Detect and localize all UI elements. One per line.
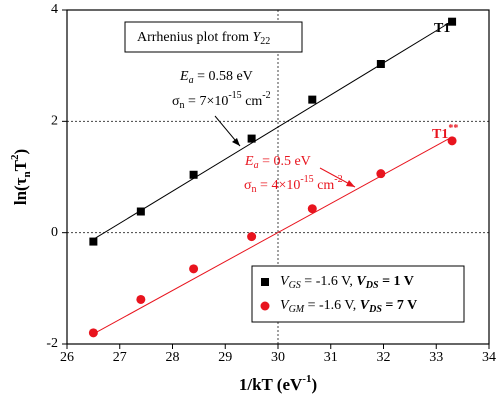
point: [447, 136, 457, 146]
x-axis-label: 1/kT (eV-1): [239, 373, 317, 394]
title-part: Y: [252, 30, 262, 45]
annotation: Ea = 0.5 eV: [244, 154, 311, 171]
annotation-part: = 0.58 eV: [194, 69, 253, 84]
annotation: T1**: [432, 123, 458, 142]
point: [376, 59, 385, 68]
legend-part: DS: [368, 304, 382, 315]
label-part: ln(τ: [11, 177, 30, 205]
annotation-part: n: [252, 184, 257, 195]
fit-line: [93, 20, 453, 240]
legend-part: GS: [289, 280, 301, 291]
annotation-part: -2: [262, 90, 270, 101]
y-tick-label: 0: [51, 225, 58, 240]
y-tick-label: -2: [46, 336, 58, 351]
annotation-part: σ: [172, 94, 180, 109]
point: [89, 237, 98, 246]
legend-part: = 7 V: [382, 298, 417, 313]
legend-label: VGM = -1.6 V, VDS = 7 V: [280, 298, 417, 315]
x-tick-label: 31: [324, 350, 338, 365]
label-part: -1: [302, 373, 311, 385]
point: [376, 169, 386, 179]
label-part: 1/kT (eV: [239, 375, 303, 394]
legend-part: GM: [289, 304, 305, 315]
legend-part: V: [360, 298, 371, 313]
annotation-part: E: [179, 69, 189, 84]
annotation-part: E: [244, 154, 254, 169]
annotation-part: T1: [432, 127, 448, 142]
title-box: [124, 21, 303, 53]
annotation: σn = 7×10-15 cm-2: [172, 90, 271, 111]
point: [448, 17, 457, 26]
label-part: n: [21, 171, 33, 177]
point: [189, 264, 199, 274]
annotation: σn = 4×10-15 cm-2: [244, 174, 343, 195]
legend-box: [251, 265, 465, 323]
annotation-part: = 7×10: [185, 94, 229, 109]
x-tick-label: 30: [271, 350, 285, 365]
legend-part: V: [356, 274, 367, 289]
chart-title: Arrhenius plot from Y22: [137, 30, 270, 47]
annotation-part: cm: [314, 178, 335, 193]
legend-part: DS: [365, 280, 379, 291]
annotation-part: **: [448, 123, 458, 134]
label-part: ): [311, 375, 317, 394]
annotation-part: -15: [300, 174, 313, 185]
y-axis-label: ln(τnT2): [9, 149, 33, 205]
legend-symbol: [260, 301, 270, 311]
x-tick-label: 28: [166, 350, 180, 365]
x-tick-label: 29: [218, 350, 232, 365]
annotation-part: cm: [242, 94, 263, 109]
annotation-part: n: [180, 100, 185, 111]
annotation: Ea = 0.58 eV: [179, 69, 253, 86]
annotation-part: = 4×10: [257, 178, 301, 193]
legend-part: = 1 V: [379, 274, 414, 289]
y-tick-label: 2: [51, 114, 58, 129]
annotation-part: a: [254, 160, 259, 171]
point: [247, 134, 256, 143]
label-part: 2: [9, 154, 21, 160]
label-part: T: [11, 159, 30, 171]
legend-part: = -1.6 V,: [304, 298, 360, 313]
point: [307, 204, 317, 214]
annotation-part: -15: [228, 90, 241, 101]
point: [136, 294, 146, 304]
label-part: ): [11, 149, 30, 155]
annotation-part: = 0.5 eV: [259, 154, 311, 169]
point: [247, 232, 257, 242]
x-tick-label: 33: [429, 350, 443, 365]
arrow-head: [346, 180, 355, 187]
legend-symbol: [261, 278, 269, 286]
fit-line: [93, 136, 453, 335]
point: [136, 207, 145, 216]
arrow-head: [232, 138, 240, 146]
point: [308, 95, 317, 104]
x-tick-label: 32: [377, 350, 391, 365]
legend-label: VGS = -1.6 V, VDS = 1 V: [280, 274, 414, 291]
point: [88, 328, 98, 338]
title-part: 22: [260, 36, 270, 47]
x-tick-label: 27: [113, 350, 127, 365]
legend-part: V: [280, 298, 290, 313]
point: [189, 170, 198, 179]
annotation-part: σ: [244, 178, 252, 193]
y-tick-label: 4: [51, 2, 58, 17]
legend-part: = -1.6 V,: [301, 274, 357, 289]
x-tick-label: 26: [60, 350, 74, 365]
legend-part: V: [280, 274, 290, 289]
x-tick-label: 34: [482, 350, 496, 365]
annotation-part: -2: [334, 174, 342, 185]
annotation-part: a: [189, 75, 194, 86]
title-part: Arrhenius plot from: [137, 30, 252, 45]
